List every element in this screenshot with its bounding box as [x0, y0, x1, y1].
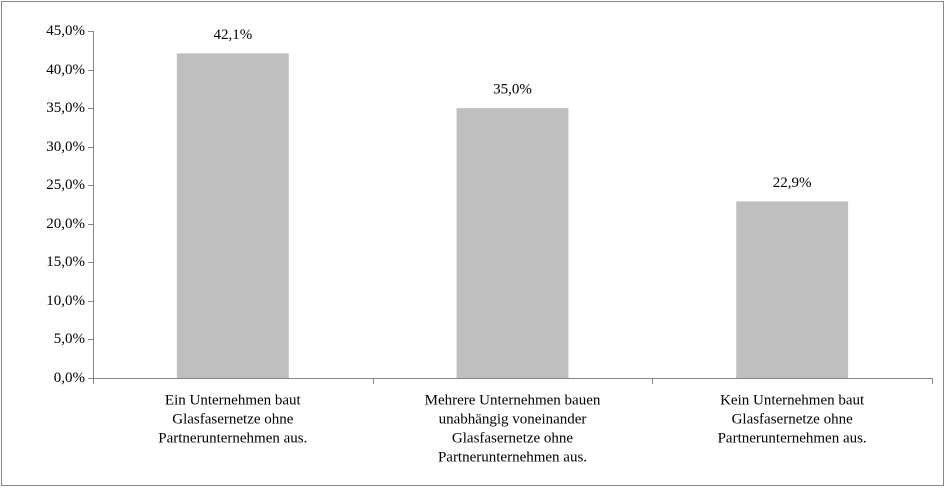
x-tick-label: Glasfasernetze ohne	[452, 430, 574, 446]
y-tick-label: 35,0%	[46, 100, 85, 116]
x-tick-label: Kein Unternehmen baut	[720, 392, 865, 408]
y-tick-label: 0,0%	[54, 370, 85, 386]
y-tick-label: 40,0%	[46, 62, 85, 78]
x-tick-label: unabhängig voneinander	[439, 411, 587, 427]
y-tick-label: 5,0%	[54, 331, 85, 347]
y-tick-label: 20,0%	[46, 216, 85, 232]
x-tick-label: Mehrere Unternehmen bauen	[425, 392, 601, 408]
y-tick-label: 25,0%	[46, 177, 85, 193]
y-tick-label: 45,0%	[46, 23, 85, 39]
value-label: 42,1%	[213, 27, 252, 43]
y-tick-label: 10,0%	[46, 293, 85, 309]
bar	[176, 53, 289, 379]
y-tick-label: 15,0%	[46, 254, 85, 270]
y-tick-label: 30,0%	[46, 139, 85, 155]
bar	[736, 201, 849, 378]
x-tick-label: Ein Unternehmen baut	[165, 392, 302, 408]
x-tick-label: Partnerunternehmen aus.	[718, 430, 867, 446]
value-label: 22,9%	[773, 175, 812, 191]
bar	[456, 108, 569, 378]
x-tick-label: Glasfasernetze ohne	[732, 411, 854, 427]
x-tick-label: Partnerunternehmen aus.	[438, 449, 587, 465]
x-tick-label: Partnerunternehmen aus.	[158, 430, 307, 446]
value-label: 35,0%	[493, 82, 532, 98]
x-tick-label: Glasfasernetze ohne	[172, 411, 294, 427]
